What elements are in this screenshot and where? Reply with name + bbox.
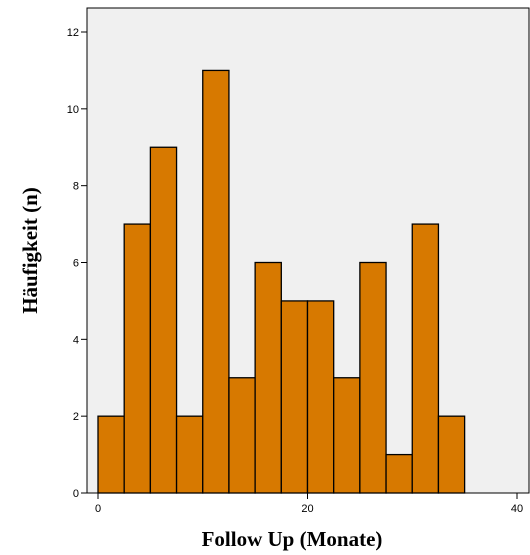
y-tick-label: 12	[67, 27, 79, 39]
x-tick-label: 40	[511, 503, 523, 515]
bar-9	[333, 377, 361, 494]
y-tick-label: 4	[73, 334, 79, 346]
bars-group	[97, 69, 466, 494]
y-tick-label: 8	[73, 181, 79, 193]
bar-10	[359, 261, 387, 494]
y-tick-label: 0	[73, 488, 79, 500]
y-tick-label: 10	[67, 104, 79, 116]
x-tick-label: 20	[301, 503, 313, 515]
bar-13	[437, 415, 466, 494]
y-axis: 0 2 4 6 8 10 12	[67, 27, 87, 500]
bar-3	[175, 415, 204, 494]
bar-6	[254, 261, 282, 494]
x-axis-title: Follow Up (Monate)	[202, 527, 383, 551]
x-axis: 0 20 40	[95, 493, 523, 515]
bar-1	[123, 223, 152, 494]
bar-11	[385, 453, 413, 494]
y-tick-label: 6	[73, 258, 79, 270]
bar-12	[411, 223, 440, 494]
bar-7	[280, 300, 309, 494]
bar-2	[149, 146, 178, 494]
y-tick-label: 2	[73, 411, 79, 423]
x-tick-label: 0	[95, 503, 101, 515]
bar-8	[306, 300, 335, 494]
y-axis-title: Häufigkeit (n)	[18, 187, 42, 314]
bar-5	[228, 377, 256, 494]
bar-4	[202, 69, 230, 494]
bar-0	[97, 415, 125, 494]
